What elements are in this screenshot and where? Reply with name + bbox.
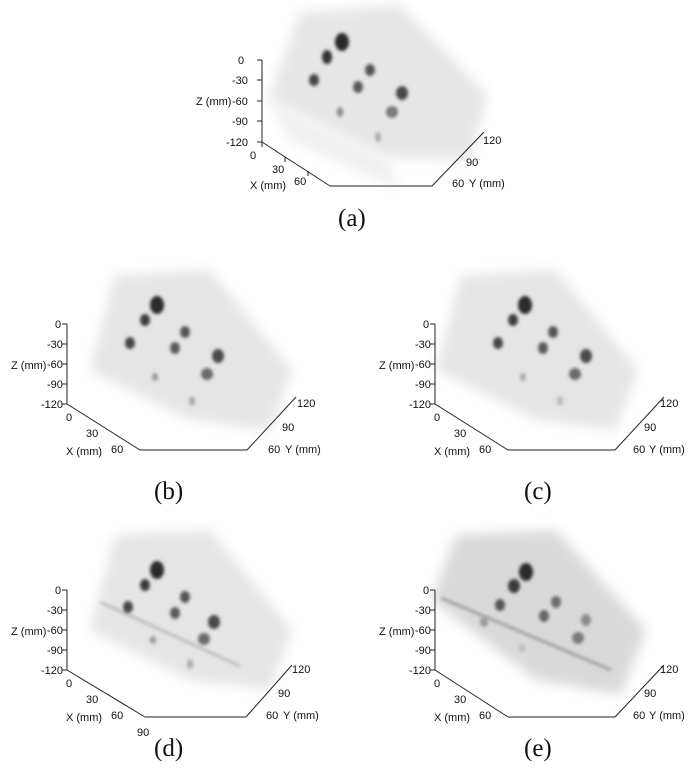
y-axis-label-d: Y (mm): [283, 710, 319, 722]
z-tick-a-3: -90: [232, 116, 248, 128]
z-tick-e-3: -90: [415, 645, 431, 657]
inclusion-markers-c: [493, 296, 592, 406]
z-tick-b-1: -30: [47, 339, 63, 351]
z-tick-d-2: -60: [47, 625, 63, 637]
z-tick-a-2: -60: [232, 96, 248, 108]
y-tick-c-1: 90: [644, 422, 656, 434]
z-axis-label-d: Z (mm): [11, 626, 46, 638]
volume-render-d: 0 -30 -60 -90 -120 Z (mm) 0 30 60 90 X (…: [11, 530, 319, 739]
panel-a: 0 -30 -60 -90 -120 Z (mm) 0 30 60 X (mm)…: [0, 0, 691, 245]
inclusion-markers-b: [125, 296, 224, 406]
caption-e: (e): [524, 735, 552, 762]
volume-render-e: 0 -30 -60 -90 -120 Z (mm) 0 30 60 X (mm)…: [379, 530, 685, 724]
z-tick-d-3: -90: [47, 645, 63, 657]
y-axis-label-c: Y (mm): [649, 444, 685, 456]
y-tick-d-0: 120: [292, 664, 310, 676]
y-tick-d-2: 60: [266, 710, 278, 722]
z-tick-e-4: -120: [409, 665, 431, 677]
panel-c: 0 -30 -60 -90 -120 Z (mm) 0 30 60 X (mm)…: [346, 260, 691, 510]
panel-e: 0 -30 -60 -90 -120 Z (mm) 0 30 60 X (mm)…: [346, 520, 691, 770]
y-axis-label-a: Y (mm): [469, 178, 505, 190]
x-tick-e-2: 60: [479, 710, 491, 722]
x-tick-e-0: 0: [434, 678, 440, 690]
y-tick-a-0: 120: [483, 135, 501, 147]
z-tick-e-0: 0: [423, 585, 429, 597]
z-tick-b-3: -90: [47, 379, 63, 391]
slab-edge-d: [99, 600, 241, 668]
y-tick-b-2: 60: [268, 444, 280, 456]
z-tick-d-0: 0: [55, 585, 61, 597]
axes-a: [257, 59, 485, 187]
volume-haze: [268, 5, 488, 160]
panel-b: 0 -30 -60 -90 -120 Z (mm) 0 30 60 X (mm)…: [0, 260, 345, 510]
volume-haze-lower: [268, 100, 400, 190]
z-tick-a-4: -120: [226, 137, 248, 149]
z-tick-c-2: -60: [415, 359, 431, 371]
x-axis-label-e: X (mm): [434, 712, 470, 724]
y-tick-e-0: 120: [660, 664, 678, 676]
z-tick-c-1: -30: [415, 339, 431, 351]
inclusion-markers: [309, 33, 408, 142]
z-axis-label-b: Z (mm): [11, 360, 46, 372]
inclusion-markers-d: [123, 561, 220, 669]
y-tick-e-2: 60: [633, 710, 645, 722]
x-tick-c-0: 0: [434, 412, 440, 424]
y-tick-d-1: 90: [278, 688, 290, 700]
z-tick-b-4: -120: [41, 399, 63, 411]
x-tick-c-1: 30: [454, 428, 466, 440]
caption-c: (c): [524, 478, 552, 505]
x-tick-a-1: 30: [272, 164, 284, 176]
y-tick-a-2: 60: [452, 178, 464, 190]
x-tick-e-1: 30: [454, 694, 466, 706]
x-tick-b-1: 30: [86, 428, 98, 440]
z-tick-c-0: 0: [423, 319, 429, 331]
inclusion-markers-e: [480, 563, 591, 652]
z-tick-c-3: -90: [415, 379, 431, 391]
y-axis-label-e: Y (mm): [649, 710, 685, 722]
z-tick-e-2: -60: [415, 625, 431, 637]
x-tick-b-2: 60: [111, 444, 123, 456]
z-axis-label-c: Z (mm): [379, 360, 414, 372]
x-tick-a-0: 0: [250, 150, 256, 162]
z-tick-b-2: -60: [47, 359, 63, 371]
z-tick-c-4: -120: [409, 399, 431, 411]
z-tick-d-4: -120: [41, 665, 63, 677]
x-tick-d-1: 30: [86, 694, 98, 706]
caption-d: (d): [154, 735, 184, 762]
x-axis-label-d: X (mm): [66, 712, 102, 724]
z-axis-label-e: Z (mm): [379, 626, 414, 638]
z-tick-e-1: -30: [415, 605, 431, 617]
y-tick-a-1: 90: [466, 157, 478, 169]
y-axis-label-b: Y (mm): [285, 444, 321, 456]
caption-b: (b): [154, 478, 184, 505]
caption-a: (a): [338, 205, 366, 232]
z-tick-a-0: 0: [238, 55, 244, 67]
x-axis-label-c: X (mm): [434, 446, 470, 458]
volume-render-b: 0 -30 -60 -90 -120 Z (mm) 0 30 60 X (mm)…: [11, 270, 321, 458]
x-tick-a-2: 60: [294, 176, 306, 188]
x-tick-c-2: 60: [479, 444, 491, 456]
y-tick-e-1: 90: [644, 688, 656, 700]
x-tick-d-2: 60: [111, 710, 123, 722]
z-tick-a-1: -30: [232, 75, 248, 87]
x-tick-b-0: 0: [66, 412, 72, 424]
x-axis-label-a: X (mm): [250, 180, 286, 192]
z-tick-d-1: -30: [47, 605, 63, 617]
slab-edge-e: [440, 596, 612, 672]
y-tick-c-0: 120: [660, 398, 678, 410]
y-tick-b-1: 90: [282, 422, 294, 434]
volume-render-a: 0 -30 -60 -90 -120 Z (mm) 0 30 60 X (mm)…: [196, 5, 505, 192]
x-tick-d-0: 0: [66, 678, 72, 690]
y-tick-b-0: 120: [297, 398, 315, 410]
x-axis-label-b: X (mm): [66, 446, 102, 458]
volume-render-c: 0 -30 -60 -90 -120 Z (mm) 0 30 60 X (mm)…: [379, 270, 685, 458]
z-tick-b-0: 0: [55, 319, 61, 331]
x-tick-d-3: 90: [137, 727, 149, 739]
z-axis-label-a: Z (mm): [196, 96, 231, 108]
panel-d: 0 -30 -60 -90 -120 Z (mm) 0 30 60 90 X (…: [0, 520, 345, 770]
y-tick-c-2: 60: [633, 444, 645, 456]
